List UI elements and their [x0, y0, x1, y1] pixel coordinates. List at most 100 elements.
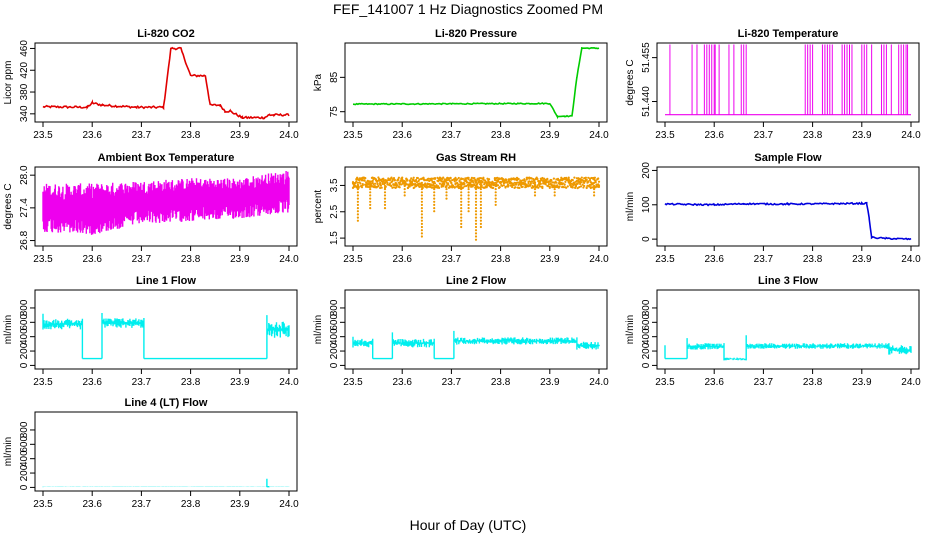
x-tick-label: 23.7: [442, 130, 462, 141]
data-point: [371, 179, 374, 183]
dip-point: [403, 188, 406, 191]
series-line: [664, 335, 912, 361]
dip-point: [533, 184, 537, 188]
data-point: [565, 186, 568, 189]
dip-point: [533, 194, 537, 197]
data-point: [597, 177, 600, 180]
data-point: [498, 186, 501, 189]
dip-point: [445, 191, 448, 194]
dip-point: [383, 203, 387, 206]
dip-point: [467, 203, 470, 206]
y-tick-label: 0: [641, 362, 652, 368]
dip-point: [593, 191, 596, 194]
data-point: [461, 186, 464, 189]
dip-point: [479, 200, 482, 203]
x-tick-label: 23.5: [343, 377, 363, 388]
figure-title: FEF_141007 1 Hz Diagnostics Zoomed PM: [332, 1, 603, 17]
data-point: [423, 179, 426, 182]
dip-point: [433, 200, 436, 203]
data-point: [469, 181, 472, 184]
data-point: [418, 178, 421, 181]
x-tick-label: 23.9: [230, 499, 250, 510]
panel-6: Line 1 Flow 23.5 23.6 23.7 23.8 23.9 24.0 0 2004…: [3, 275, 299, 388]
dip-point: [369, 184, 372, 188]
x-tick-label: 23.9: [540, 377, 560, 388]
data-point: [482, 176, 485, 179]
x-tick-label: 23.6: [82, 377, 102, 388]
data-point: [390, 176, 393, 179]
data-point: [465, 179, 468, 182]
data-layer: [665, 44, 911, 116]
data-point: [359, 182, 362, 185]
dip-point: [420, 213, 423, 216]
dip-point: [420, 197, 423, 200]
data-layer: [352, 330, 600, 360]
data-point: [552, 177, 556, 180]
y-axis-label: degrees C: [3, 183, 14, 229]
dip-point: [479, 191, 482, 194]
y-tick-label: 800: [329, 299, 340, 316]
data-point: [488, 178, 491, 181]
y-tick-label: 800: [19, 421, 30, 438]
dip-point: [474, 207, 478, 210]
y-tick-label: 51.440: [641, 86, 652, 117]
data-point: [590, 176, 593, 180]
dip-point: [445, 197, 448, 200]
data-point: [506, 183, 510, 186]
data-point: [515, 183, 518, 186]
panel-title: Gas Stream RH: [436, 152, 516, 164]
x-tick-label: 24.0: [901, 130, 921, 141]
y-tick-label: 600: [641, 314, 652, 331]
dip-point: [383, 188, 387, 191]
data-point: [510, 185, 514, 189]
dip-point: [460, 181, 463, 184]
data-point: [583, 181, 586, 184]
dip-point: [420, 203, 423, 206]
dip-point: [356, 213, 359, 216]
y-tick-label: 28.0: [19, 165, 30, 185]
data-point: [378, 179, 381, 182]
data-point: [588, 179, 592, 182]
data-point: [392, 177, 396, 180]
dip-point: [383, 207, 387, 210]
data-point: [481, 181, 484, 184]
x-tick-label: 23.5: [33, 130, 53, 141]
y-tick-label: 26.8: [19, 230, 30, 250]
data-point: [463, 182, 466, 185]
data-point: [376, 179, 379, 182]
x-tick-label: 23.6: [82, 499, 102, 510]
x-tick-label: 23.5: [655, 377, 675, 388]
y-tick-label: 380: [19, 83, 30, 100]
x-tick-label: 23.8: [181, 130, 201, 141]
y-axis-label: degrees C: [625, 59, 636, 105]
x-tick-label: 23.8: [181, 499, 201, 510]
data-point: [587, 180, 590, 183]
data-point: [562, 186, 565, 189]
dip-point: [383, 200, 387, 203]
data-point: [508, 178, 511, 181]
dip-point: [383, 184, 387, 188]
dip-point: [356, 207, 359, 210]
y-tick-label: 600: [19, 436, 30, 453]
x-tick-label: 23.5: [655, 130, 675, 141]
data-point: [514, 186, 517, 189]
dip-point: [460, 207, 463, 210]
dip-point: [479, 219, 482, 222]
data-point: [504, 185, 507, 188]
data-point: [479, 179, 482, 183]
y-tick-label: 600: [19, 314, 30, 331]
data-point: [539, 182, 542, 185]
data-point: [538, 183, 541, 186]
dip-point: [420, 229, 423, 232]
series-line: [352, 330, 600, 360]
dip-point: [433, 207, 436, 210]
dip-point: [420, 216, 423, 219]
dip-point: [474, 191, 478, 194]
data-point: [541, 176, 544, 180]
dip-point: [474, 222, 478, 225]
panel-title: Li-820 Pressure: [435, 28, 517, 40]
data-point: [556, 184, 559, 187]
data-point: [439, 177, 442, 180]
